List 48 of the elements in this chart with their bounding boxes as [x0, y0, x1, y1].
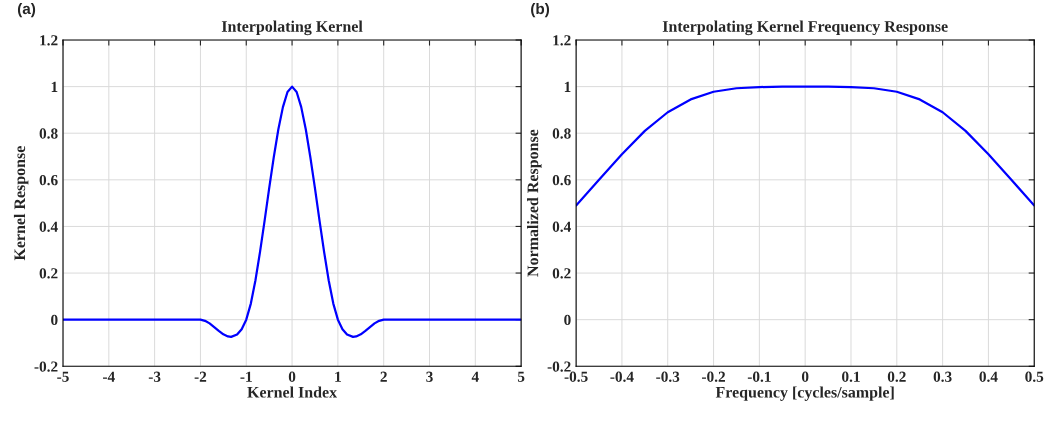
y-axis-title: Kernel Response	[13, 146, 29, 261]
x-tick-label: -1	[240, 371, 252, 382]
y-tick-label: 0.4	[552, 221, 571, 232]
x-tick-label: -0.1	[747, 371, 771, 382]
y-tick-label: 1	[51, 81, 58, 92]
x-tick-label: -2	[194, 371, 207, 382]
x-tick-label: 0	[801, 371, 809, 382]
text: (b)	[531, 2, 550, 18]
x-tick-label: -0.5	[564, 371, 588, 382]
x-tick-label: 3	[426, 371, 433, 382]
x-axis-title: Frequency [cycles/sample]	[715, 386, 894, 401]
y-tick-label: 0.2	[39, 268, 58, 279]
chart-title: Interpolating Kernel	[221, 20, 363, 36]
x-tick-label: 1	[335, 371, 341, 382]
y-tick-label: 0	[564, 314, 571, 326]
text: (a)	[17, 2, 36, 18]
y-tick-label: 0.4	[39, 221, 58, 232]
y-tick-label: 0	[51, 314, 58, 326]
x-axis-title: Kernel Index	[247, 386, 338, 398]
y-tick-label: 1.2	[40, 35, 58, 46]
y-tick-label: 0.6	[552, 174, 571, 186]
x-tick-label: 0	[288, 371, 296, 382]
x-tick-label: -5	[57, 371, 69, 382]
y-tick-label: 0.8	[39, 128, 58, 139]
x-tick-label: 4	[471, 371, 479, 382]
y-tick-label: 0.2	[552, 268, 571, 279]
x-tick-label: 0.5	[1025, 371, 1044, 382]
x-tick-label: 5	[517, 371, 525, 382]
y-axis-title: Normalized Response	[527, 129, 542, 277]
x-tick-label: 2	[380, 371, 387, 382]
x-tick-label: -4	[103, 371, 115, 382]
y-tick-label: 0.6	[39, 174, 58, 186]
chart-title: Interpolating Kernel Frequency Response	[662, 20, 948, 36]
line-series	[63, 85, 522, 339]
x-tick-label: 0.1	[842, 371, 860, 382]
x-tick-label: 0.3	[933, 371, 952, 382]
y-tick-label: -0.2	[34, 361, 58, 372]
y-tick-label: 0.8	[552, 128, 571, 139]
x-tick-label: 0.4	[979, 371, 998, 382]
x-tick-label: 0.2	[887, 371, 906, 382]
y-tick-label: 1	[564, 81, 571, 92]
x-tick-label: -0.2	[702, 371, 725, 382]
y-tick-label: -0.2	[547, 361, 571, 372]
x-tick-label: -3	[148, 371, 161, 382]
x-tick-label: -0.4	[610, 371, 634, 382]
x-tick-label: -0.3	[656, 371, 680, 382]
line-series	[576, 85, 1035, 207]
y-tick-label: 1.2	[553, 35, 571, 46]
